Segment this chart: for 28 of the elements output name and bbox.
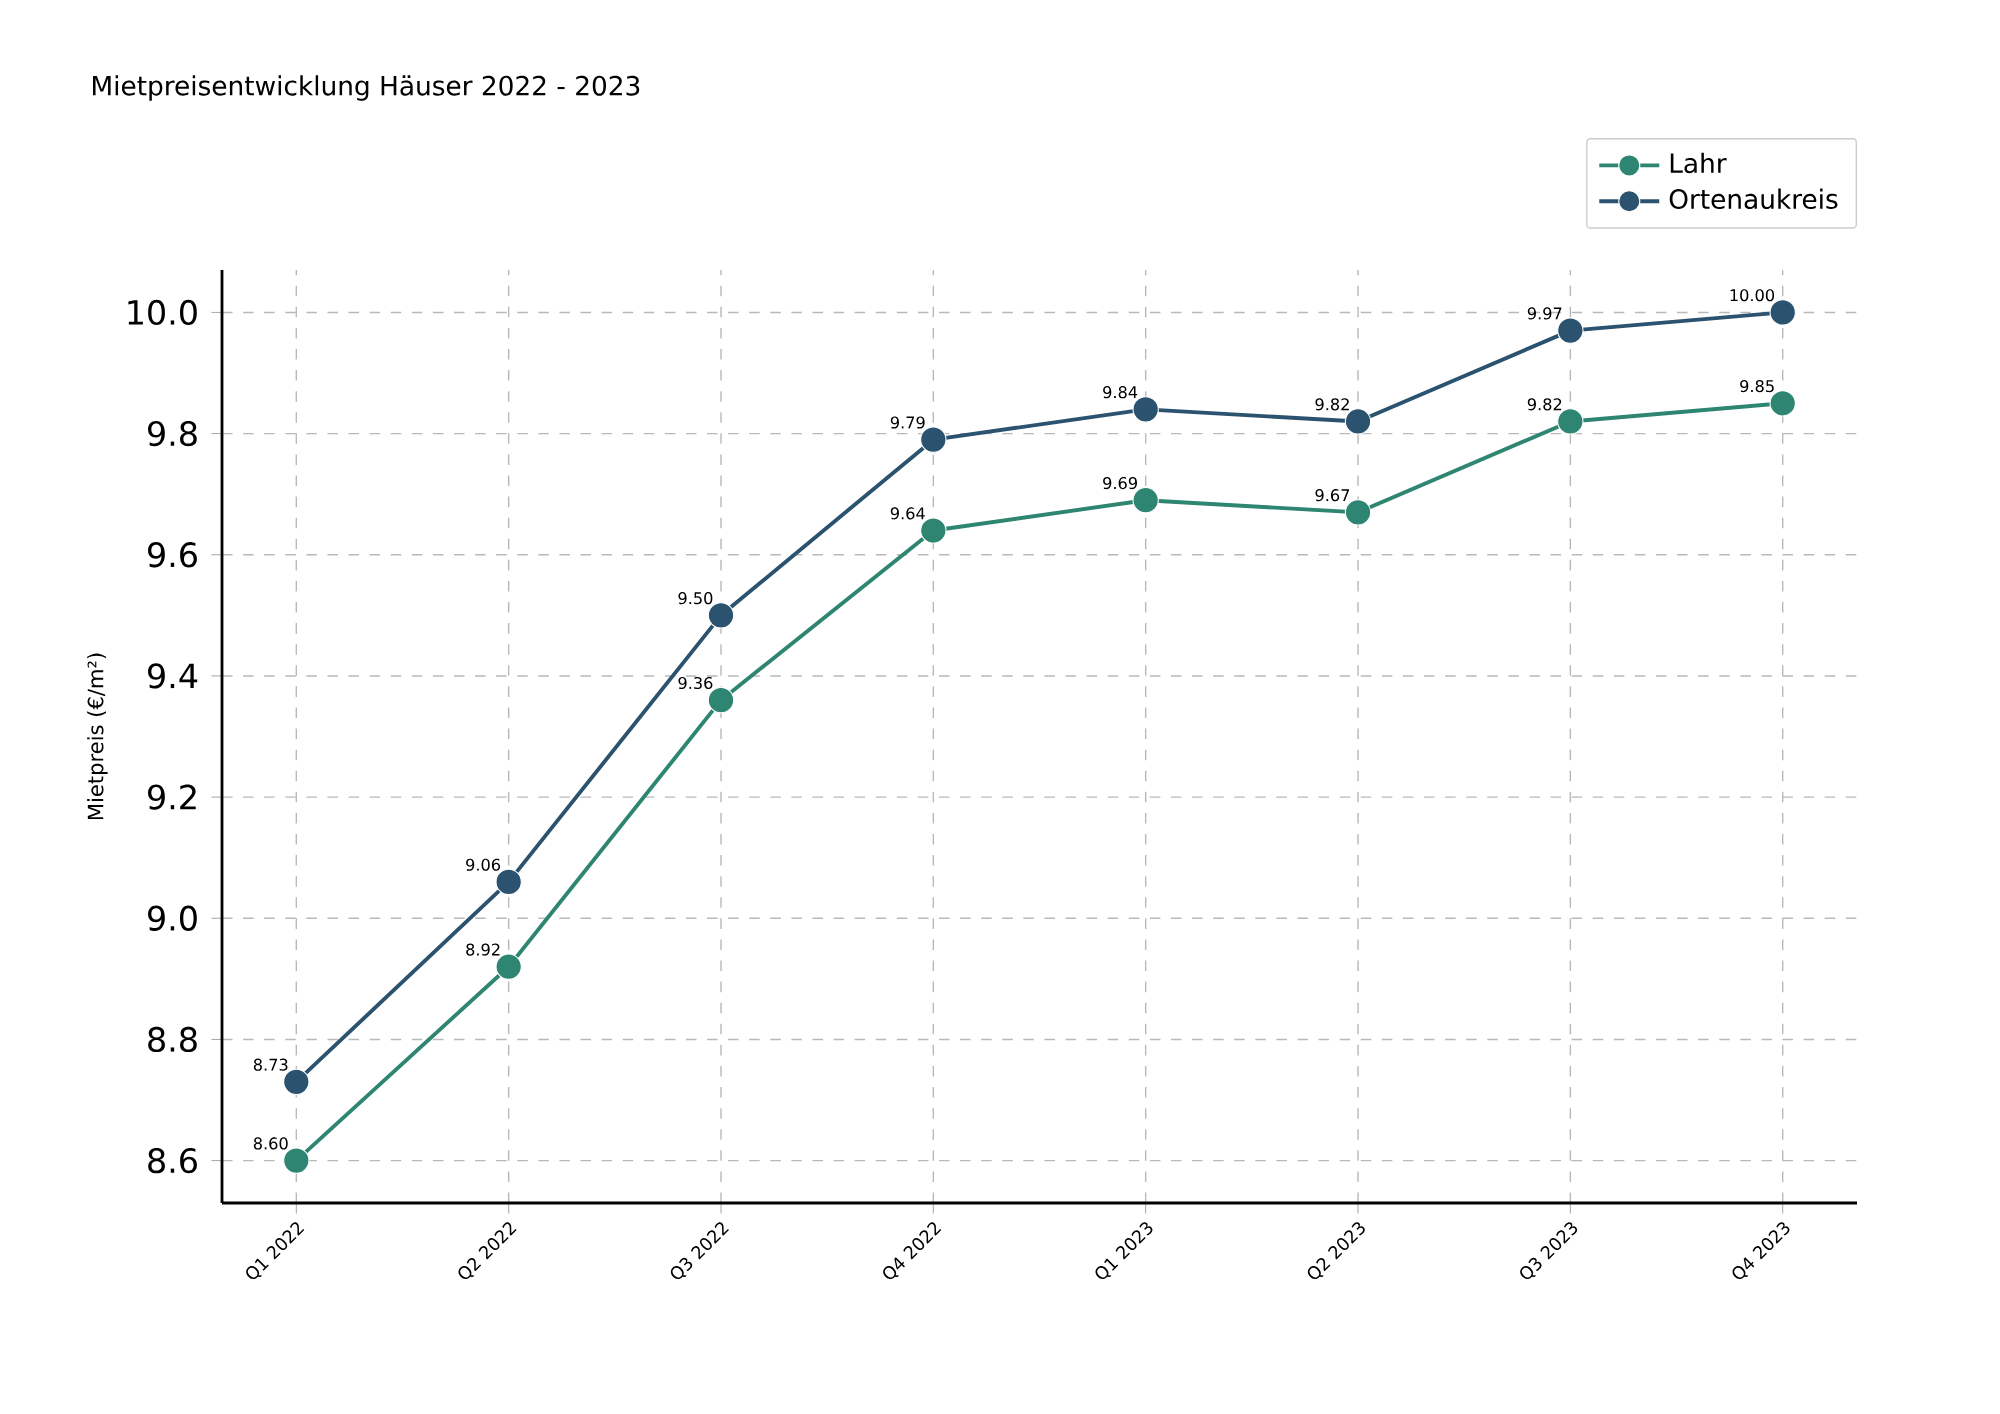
data-label: 9.64 [890,507,925,520]
data-label: 8.60 [253,1137,288,1150]
data-label: 9.82 [1527,398,1562,411]
y-tick-label: 10.0 [128,299,197,326]
data-label: 9.97 [1527,307,1562,320]
data-label: 9.79 [890,416,925,429]
data-label: 9.82 [1315,398,1349,411]
data-label: 9.50 [678,592,713,605]
y-tick-label: 9.6 [148,542,197,568]
y-tick-label: 9.4 [148,663,198,689]
y-tick-label: 9.8 [148,420,197,447]
data-label: 8.73 [253,1058,288,1071]
y-axis-title: Mietpreis (€/m²) [87,653,108,820]
legend-label: Lahr [1670,152,1727,174]
data-label: 8.92 [466,943,500,956]
legend-label: Ortenaukreis [1669,188,1838,210]
data-label: 10.00 [1730,289,1775,302]
data-label: 9.85 [1740,380,1774,393]
data-label: 9.36 [678,676,713,690]
data-label: 9.84 [1103,386,1138,399]
y-tick-label: 8.6 [148,1147,197,1174]
y-tick-label: 9.2 [148,784,196,810]
data-label: 9.69 [1103,476,1137,490]
y-tick-label: 8.8 [148,1026,197,1053]
data-label: 9.67 [1315,489,1350,502]
chart-title: Mietpreisentwicklung Häuser 2022 - 2023 [93,75,640,101]
data-label: 9.06 [466,858,501,871]
y-tick-label: 9.0 [148,905,197,931]
